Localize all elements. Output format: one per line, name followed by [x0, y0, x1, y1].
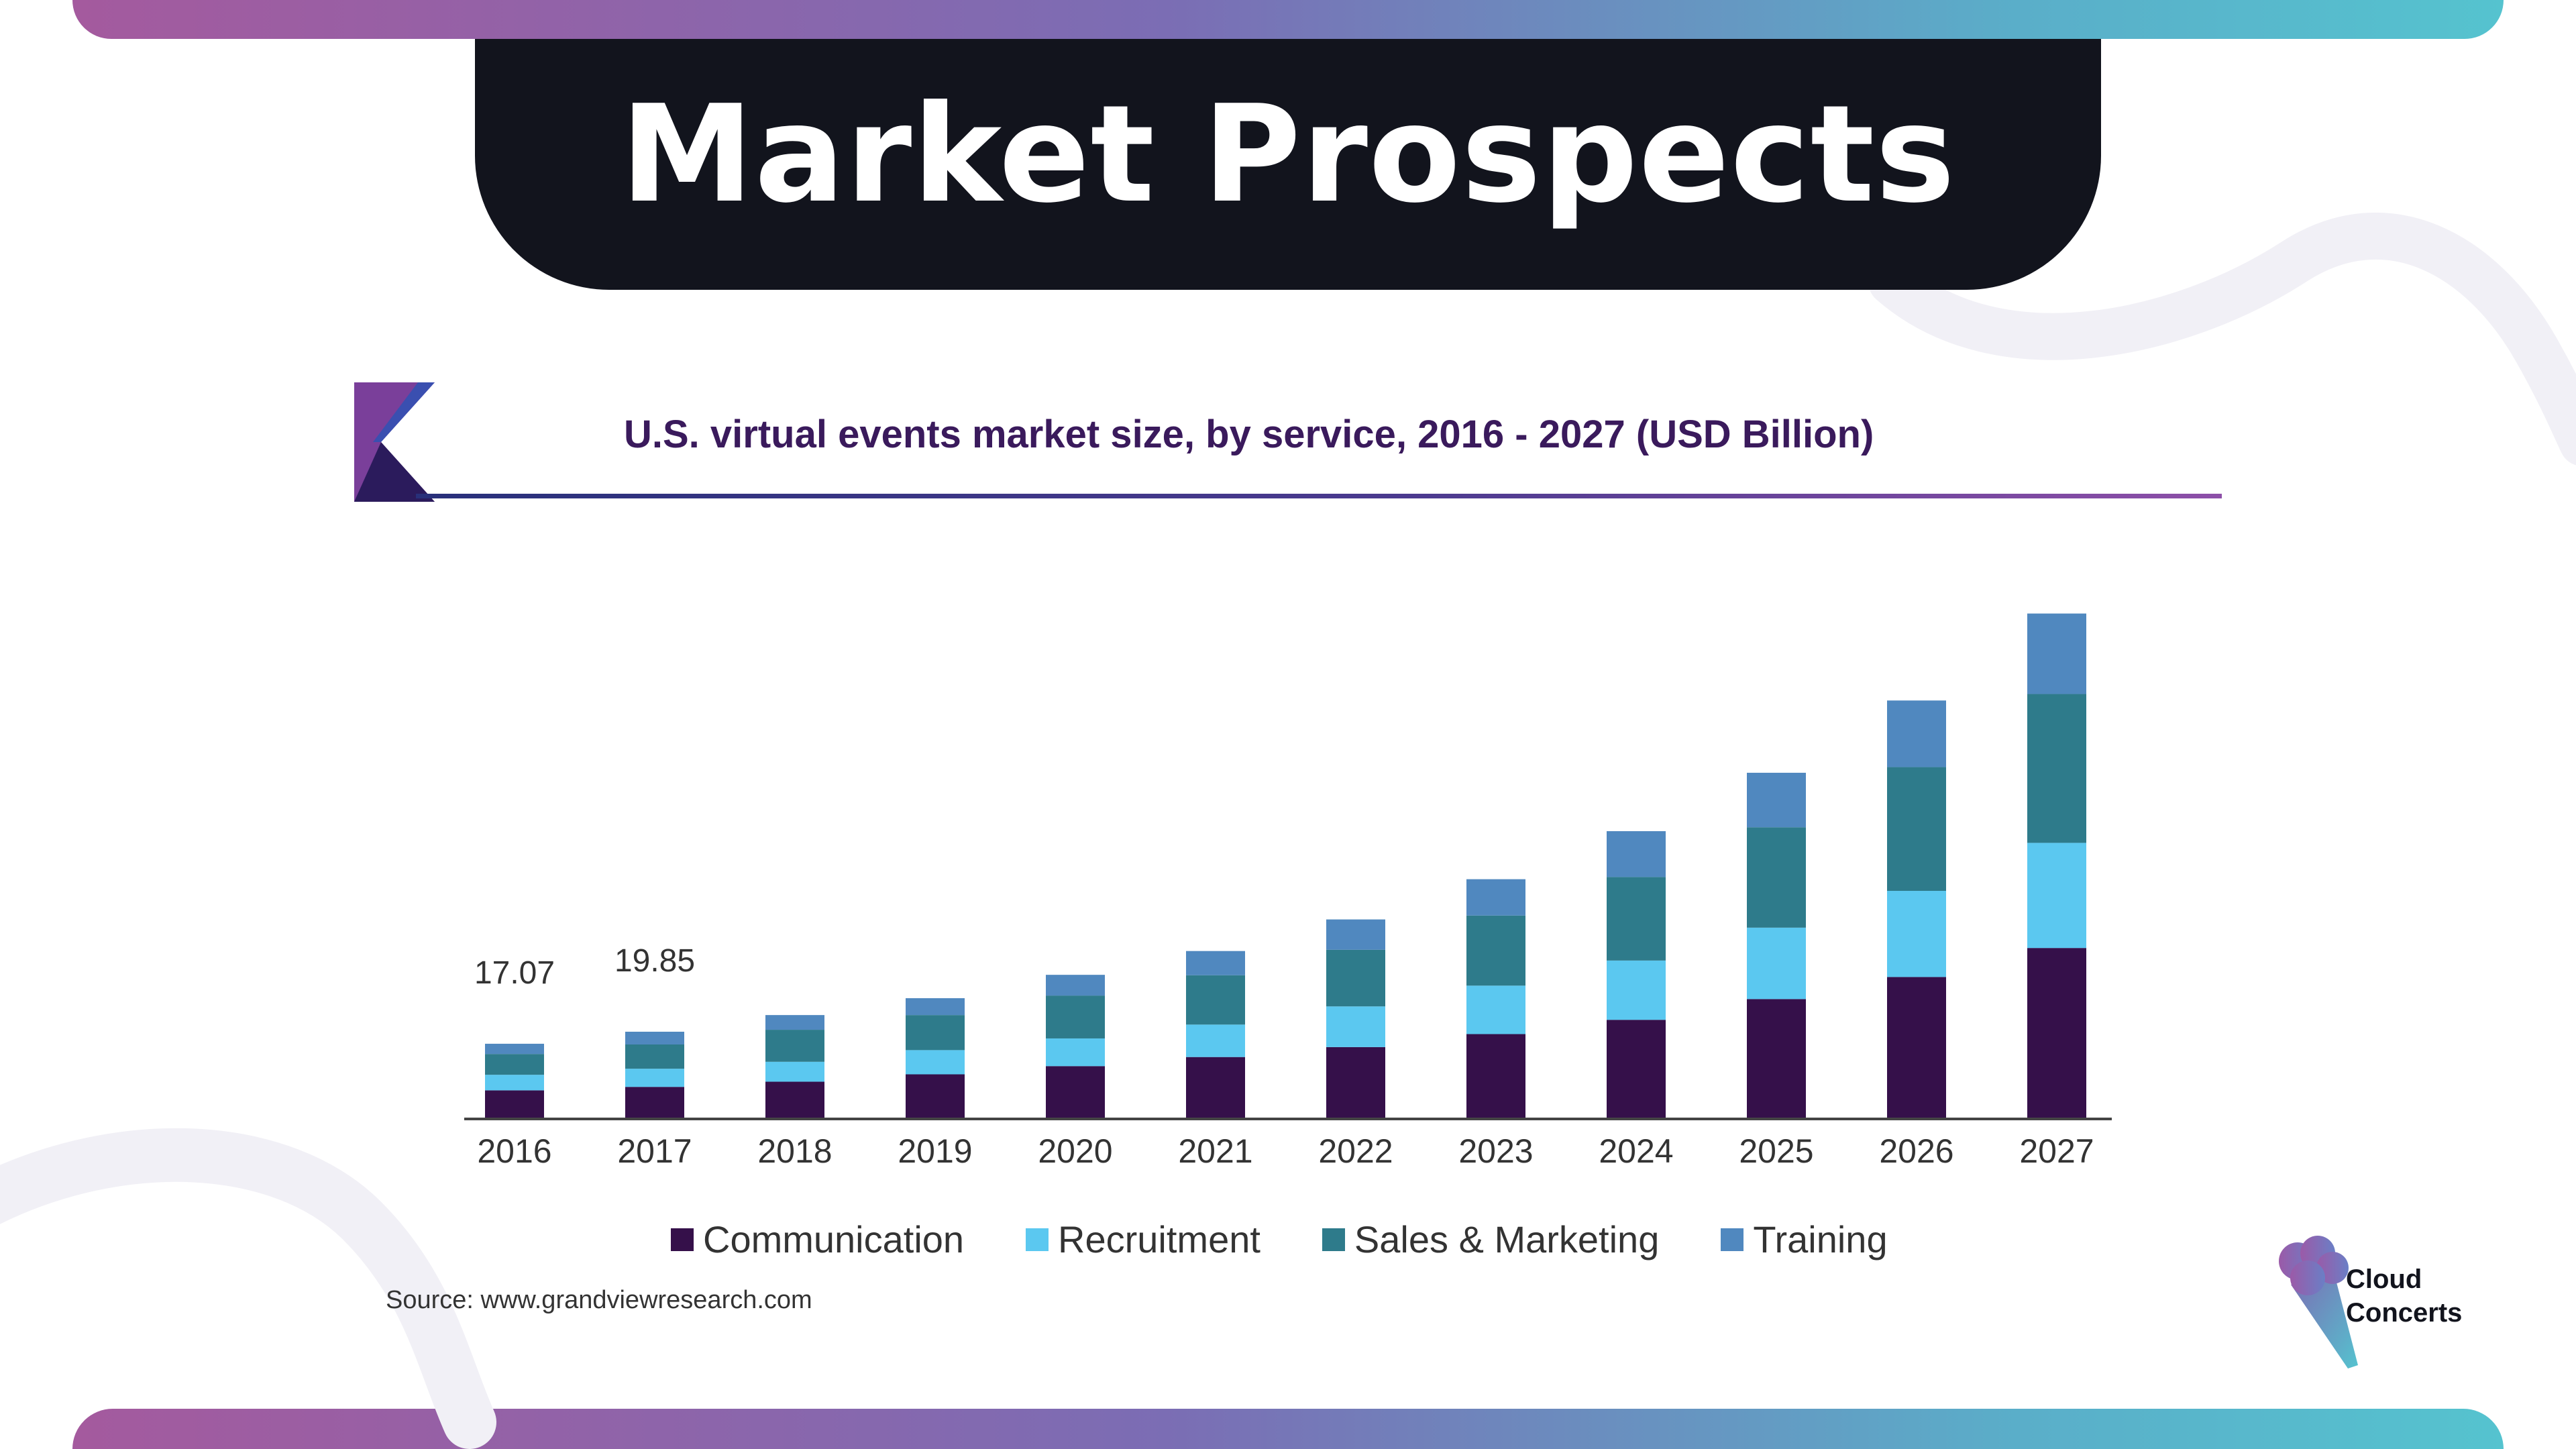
grandview-logo-icon — [354, 382, 435, 502]
page-title: Market Prospects — [620, 76, 1956, 233]
bar-recruitment-2024 — [1607, 960, 1666, 1020]
chart-legend: Communication Recruitment Sales & Market… — [671, 1218, 1949, 1261]
bar-training-2016 — [485, 1043, 544, 1055]
x-tick-label-2027: 2027 — [2019, 1132, 2094, 1170]
bar-sales-marketing-2023 — [1466, 915, 1525, 986]
data-label-2016: 17.07 — [474, 955, 555, 991]
bar-training-2018 — [765, 1015, 824, 1030]
legend-item-sales-marketing: Sales & Marketing — [1322, 1218, 1659, 1261]
bar-training-2025 — [1747, 772, 1806, 828]
x-tick-label-2024: 2024 — [1599, 1132, 1673, 1170]
bar-recruitment-2019 — [906, 1050, 965, 1075]
bar-sales-marketing-2020 — [1046, 996, 1105, 1038]
bar-training-2022 — [1326, 919, 1385, 950]
bar-training-2027 — [2027, 613, 2086, 694]
x-tick-label-2020: 2020 — [1038, 1132, 1112, 1170]
bar-recruitment-2016 — [485, 1075, 544, 1091]
bar-training-2021 — [1186, 951, 1245, 975]
brand-name: Cloud Concerts — [2346, 1263, 2462, 1330]
microphone-icon — [2279, 1236, 2358, 1368]
bar-training-2024 — [1607, 831, 1666, 877]
bar-communication-2020 — [1046, 1066, 1105, 1118]
data-label-2017: 19.85 — [614, 943, 695, 979]
x-tick-label-2025: 2025 — [1739, 1132, 1813, 1170]
legend-label: Training — [1753, 1218, 1888, 1260]
bar-communication-2021 — [1186, 1057, 1245, 1118]
bar-training-2020 — [1046, 975, 1105, 996]
bar-recruitment-2025 — [1747, 927, 1806, 1000]
top-gradient-bar — [72, 0, 2504, 39]
legend-swatch-sales-marketing — [1322, 1228, 1345, 1251]
bar-sales-marketing-2018 — [765, 1030, 824, 1062]
legend-swatch-recruitment — [1026, 1228, 1049, 1251]
bar-training-2019 — [906, 998, 965, 1016]
legend-item-training: Training — [1721, 1218, 1888, 1261]
bar-recruitment-2023 — [1466, 985, 1525, 1034]
x-tick-label-2019: 2019 — [898, 1132, 972, 1170]
bar-sales-marketing-2017 — [625, 1044, 684, 1069]
bar-recruitment-2018 — [765, 1061, 824, 1082]
bar-sales-marketing-2027 — [2027, 694, 2086, 843]
bar-communication-2025 — [1747, 999, 1806, 1118]
legend-item-recruitment: Recruitment — [1026, 1218, 1260, 1261]
bar-training-2023 — [1466, 879, 1525, 916]
legend-swatch-training — [1721, 1228, 1744, 1251]
bar-recruitment-2017 — [625, 1069, 684, 1087]
bar-recruitment-2026 — [1887, 891, 1946, 977]
brand-name-line2: Concerts — [2346, 1298, 2463, 1328]
chart-title-rule — [416, 494, 2222, 498]
legend-swatch-communication — [671, 1228, 694, 1251]
bar-sales-marketing-2022 — [1326, 949, 1385, 1007]
x-tick-label-2017: 2017 — [617, 1132, 692, 1170]
bar-recruitment-2027 — [2027, 843, 2086, 949]
bar-communication-2018 — [765, 1081, 824, 1118]
source-note: Source: www.grandviewresearch.com — [386, 1286, 812, 1314]
brand-logo: Cloud Concerts — [2271, 1228, 2526, 1375]
legend-label: Recruitment — [1058, 1218, 1260, 1260]
brand-name-line1: Cloud — [2346, 1265, 2422, 1294]
legend-label: Communication — [703, 1218, 965, 1260]
bar-communication-2017 — [625, 1087, 684, 1118]
bar-sales-marketing-2024 — [1607, 877, 1666, 961]
bar-sales-marketing-2019 — [906, 1015, 965, 1051]
bar-sales-marketing-2016 — [485, 1054, 544, 1075]
title-banner: Market Prospects — [475, 39, 2101, 290]
bar-recruitment-2022 — [1326, 1006, 1385, 1047]
legend-label: Sales & Marketing — [1354, 1218, 1660, 1260]
x-tick-label-2018: 2018 — [757, 1132, 832, 1170]
x-tick-label-2016: 2016 — [477, 1132, 551, 1170]
bar-sales-marketing-2025 — [1747, 827, 1806, 928]
legend-item-communication: Communication — [671, 1218, 964, 1261]
bar-communication-2026 — [1887, 977, 1946, 1118]
x-tick-label-2022: 2022 — [1318, 1132, 1393, 1170]
bar-communication-2023 — [1466, 1034, 1525, 1118]
x-tick-label-2023: 2023 — [1458, 1132, 1533, 1170]
bar-communication-2016 — [485, 1090, 544, 1118]
bar-recruitment-2021 — [1186, 1024, 1245, 1057]
bar-recruitment-2020 — [1046, 1038, 1105, 1067]
bar-communication-2019 — [906, 1074, 965, 1118]
bar-communication-2027 — [2027, 948, 2086, 1118]
chart-title: U.S. virtual events market size, by serv… — [624, 413, 1874, 456]
bar-training-2017 — [625, 1031, 684, 1044]
bar-sales-marketing-2026 — [1887, 767, 1946, 892]
bar-training-2026 — [1887, 700, 1946, 767]
x-tick-label-2021: 2021 — [1178, 1132, 1252, 1170]
bar-sales-marketing-2021 — [1186, 975, 1245, 1025]
bar-communication-2022 — [1326, 1046, 1385, 1118]
x-tick-label-2026: 2026 — [1879, 1132, 1953, 1170]
bar-communication-2024 — [1607, 1020, 1666, 1118]
